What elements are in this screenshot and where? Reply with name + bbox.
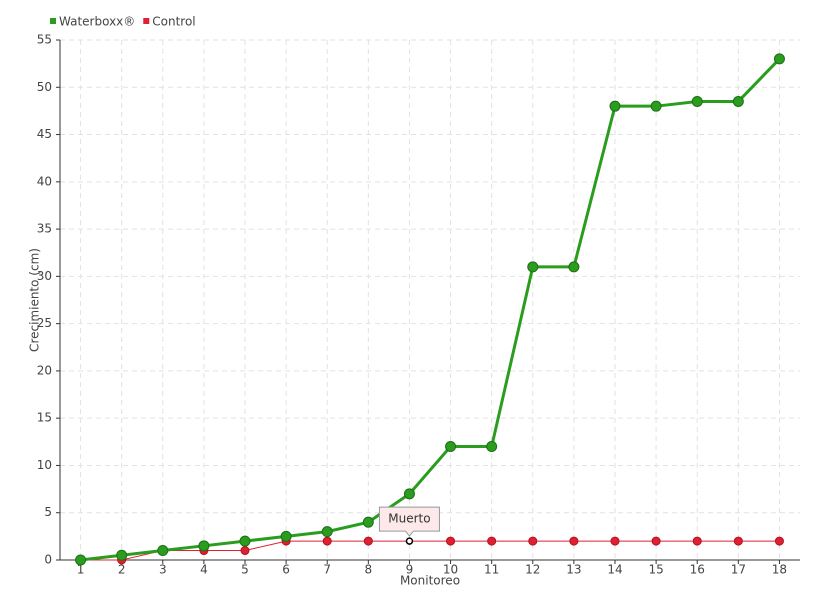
data-point [651, 536, 661, 546]
data-point [403, 488, 415, 500]
data-point [75, 554, 87, 566]
x-tick-label: 16 [690, 563, 705, 577]
legend-swatch [50, 18, 56, 24]
x-tick-label: 12 [525, 563, 540, 577]
data-point [774, 536, 784, 546]
tooltip-text: Muerto [388, 512, 430, 526]
y-tick-label: 10 [37, 458, 52, 472]
y-tick-label: 35 [37, 222, 52, 236]
y-tick-label: 25 [37, 316, 52, 330]
x-tick-label: 7 [323, 563, 331, 577]
x-tick-label: 18 [772, 563, 787, 577]
data-point [239, 535, 251, 547]
data-point [528, 536, 538, 546]
x-tick-label: 4 [200, 563, 208, 577]
legend-label: Control [152, 15, 195, 29]
data-point [240, 546, 250, 556]
y-tick-label: 45 [37, 127, 52, 141]
data-point [322, 536, 332, 546]
data-point [198, 540, 210, 552]
y-tick-label: 5 [44, 505, 52, 519]
data-point [405, 537, 414, 545]
data-point [446, 536, 456, 546]
x-tick-label: 17 [731, 563, 746, 577]
y-tick-label: 20 [37, 363, 52, 377]
tooltip: Muerto [378, 506, 440, 537]
data-point [486, 441, 498, 453]
y-axis-label: Crecimiento (cm) [28, 248, 42, 352]
x-tick-label: 15 [648, 563, 663, 577]
data-point [773, 53, 785, 65]
data-point [527, 261, 539, 273]
x-tick-label: 8 [365, 563, 373, 577]
series-line [80, 57, 781, 562]
data-point [609, 100, 621, 112]
data-point [362, 516, 374, 528]
x-tick-label: 10 [443, 563, 458, 577]
legend-swatch [143, 18, 150, 24]
data-point [280, 530, 292, 542]
data-point [157, 545, 169, 557]
data-point [610, 536, 620, 546]
x-tick-label: 6 [282, 563, 290, 577]
x-tick-label: 13 [566, 563, 581, 577]
tooltip-box [378, 506, 440, 537]
data-point [650, 100, 662, 112]
y-tick-label: 55 [37, 33, 52, 47]
data-point [568, 261, 580, 273]
y-tick-label: 15 [37, 411, 52, 425]
x-axis-label: Monitoreo [400, 574, 460, 588]
y-tick-label: 40 [37, 174, 52, 188]
x-tick-label: 3 [159, 563, 167, 577]
x-tick-label: 11 [484, 563, 499, 577]
data-point [363, 536, 373, 546]
x-tick-label: 14 [607, 563, 622, 577]
data-point [692, 536, 702, 546]
data-point [691, 95, 703, 107]
x-tick-label: 5 [241, 563, 249, 577]
x-tick-label: 9 [406, 563, 414, 577]
data-point [321, 526, 333, 538]
x-tick-label: 2 [118, 563, 126, 577]
y-tick-label: 30 [37, 269, 52, 283]
legend-label: Waterboxx® [59, 15, 135, 29]
data-point [732, 95, 744, 107]
x-tick-label: 1 [77, 563, 85, 577]
data-point [733, 536, 743, 546]
y-tick-label: 50 [37, 80, 52, 94]
data-point [116, 549, 128, 561]
series-line [80, 540, 780, 561]
data-point [487, 536, 497, 546]
data-point [445, 441, 457, 453]
data-point [569, 536, 579, 546]
y-tick-label: 0 [44, 553, 52, 567]
